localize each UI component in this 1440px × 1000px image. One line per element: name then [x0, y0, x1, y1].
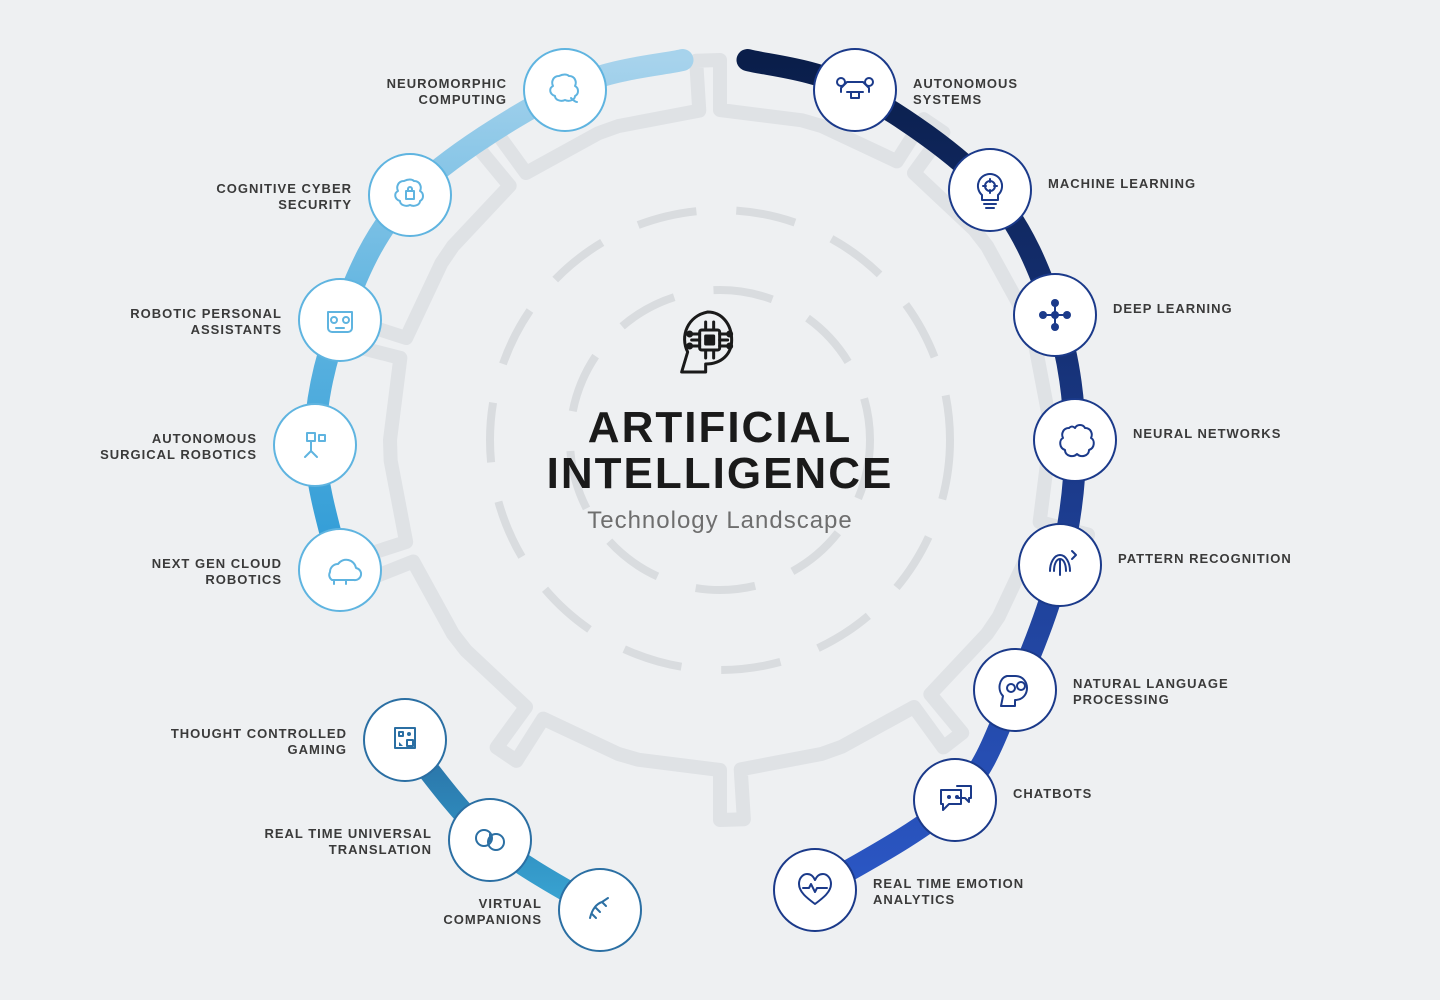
main-title-line1: ARTIFICIAL [547, 405, 894, 451]
robot-face-icon [312, 292, 368, 348]
heart-pulse-icon [787, 862, 843, 918]
node-cognitive-security [368, 153, 452, 237]
brain-hand-icon [537, 62, 593, 118]
fingerprint-icon [1032, 537, 1088, 593]
label-chatbots: CHATBOTS [1013, 786, 1203, 802]
node-surgical-robotics [273, 403, 357, 487]
drone-icon [827, 62, 883, 118]
label-deep-learning: DEEP LEARNING [1113, 301, 1303, 317]
brain-shapes-icon [377, 712, 433, 768]
translate-icon [462, 812, 518, 868]
node-nlp [973, 648, 1057, 732]
label-virtual-companions: VIRTUALCOMPANIONS [352, 896, 542, 929]
network-dots-icon [1027, 287, 1083, 343]
label-neuromorphic: NEUROMORPHICCOMPUTING [317, 76, 507, 109]
label-neural-networks: NEURAL NETWORKS [1133, 426, 1323, 442]
cloud-robot-icon [312, 542, 368, 598]
node-pattern-recognition [1018, 523, 1102, 607]
node-chatbots [913, 758, 997, 842]
center-block: ARTIFICIAL INTELLIGENCE Technology Lands… [547, 300, 894, 535]
node-machine-learning [948, 148, 1032, 232]
robot-hand-icon [572, 882, 628, 938]
label-thought-gaming: THOUGHT CONTROLLEDGAMING [157, 726, 347, 759]
label-personal-assistants: ROBOTIC PERSONALASSISTANTS [92, 306, 282, 339]
label-pattern-recognition: PATTERN RECOGNITION [1118, 551, 1308, 567]
infographic-stage: ARTIFICIAL INTELLIGENCE Technology Lands… [0, 0, 1440, 1000]
node-cloud-robotics [298, 528, 382, 612]
brain-icon [1047, 412, 1103, 468]
head-gears-icon [987, 662, 1043, 718]
brain-lock-icon [382, 167, 438, 223]
node-neural-networks [1033, 398, 1117, 482]
node-emotion-analytics [773, 848, 857, 932]
node-thought-gaming [363, 698, 447, 782]
lightbulb-gear-icon [962, 162, 1018, 218]
ai-head-chip-icon [660, 300, 780, 400]
label-autonomous-systems: AUTONOMOUSSYSTEMS [913, 76, 1103, 109]
node-autonomous-systems [813, 48, 897, 132]
node-personal-assistants [298, 278, 382, 362]
surgery-robot-icon [287, 417, 343, 473]
label-emotion-analytics: REAL TIME EMOTIONANALYTICS [873, 876, 1063, 909]
label-surgical-robotics: AUTONOMOUSSURGICAL ROBOTICS [67, 431, 257, 464]
main-title-line2: INTELLIGENCE [547, 451, 894, 497]
label-cloud-robotics: NEXT GEN CLOUDROBOTICS [92, 556, 282, 589]
subtitle: Technology Landscape [547, 507, 894, 535]
node-neuromorphic [523, 48, 607, 132]
label-machine-learning: MACHINE LEARNING [1048, 176, 1238, 192]
label-nlp: NATURAL LANGUAGEPROCESSING [1073, 676, 1263, 709]
chatbot-icon [927, 772, 983, 828]
label-universal-translation: REAL TIME UNIVERSALTRANSLATION [242, 826, 432, 859]
label-cognitive-security: COGNITIVE CYBERSECURITY [162, 181, 352, 214]
node-universal-translation [448, 798, 532, 882]
node-virtual-companions [558, 868, 642, 952]
node-deep-learning [1013, 273, 1097, 357]
